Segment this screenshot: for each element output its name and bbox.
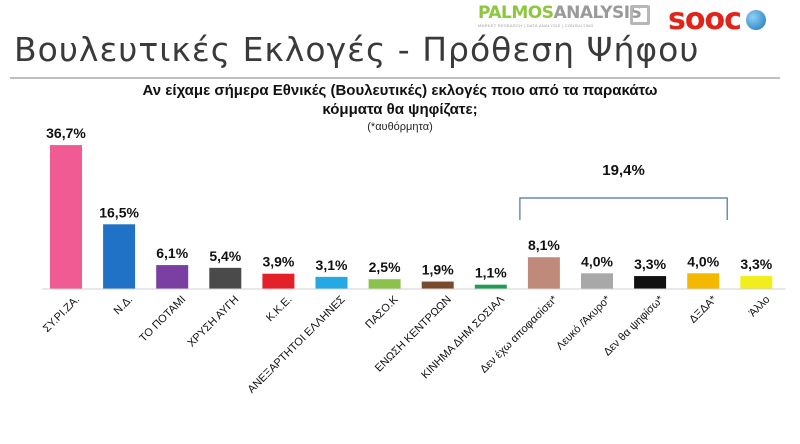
category-label-5: ΑΝΕΞΑΡΤΗΤΟΙ ΕΛΛΗΝΕΣ <box>246 294 348 396</box>
category-label-10: Λευκό /Άκυρο* <box>554 293 613 352</box>
bar-13 <box>740 276 773 289</box>
category-label-0: ΣΥ.ΡΙ.ΖΑ. <box>41 294 82 335</box>
palmos-logo-part1: PALMOS <box>478 3 554 23</box>
data-label-2: 6,1% <box>156 245 188 261</box>
data-label-3: 5,4% <box>209 248 241 264</box>
bar-6 <box>368 279 401 289</box>
palmos-logo-part2: ANALYSIS <box>553 3 642 23</box>
category-label-3: ΧΡΥΣΗ ΑΥΓΗ <box>186 294 242 350</box>
data-label-0: 36,7% <box>46 125 86 141</box>
sooc-logo: sooc <box>668 2 766 37</box>
question-line-1: Αν είχαμε σήμερα Εθνικές (Βουλευτικές) ε… <box>142 82 658 99</box>
question-line-2: κόμματα θα ψηφίζατε; <box>322 101 478 118</box>
category-label-2: ΤΟ ΠΟΤΑΜΙ <box>137 294 188 345</box>
category-label-13: Άλλο <box>747 294 773 320</box>
category-label-12: ΔΞΔΑ* <box>687 293 720 326</box>
data-label-1: 16,5% <box>99 204 139 220</box>
data-label-9: 8,1% <box>528 237 560 253</box>
data-label-11: 3,3% <box>634 256 666 272</box>
bar-12 <box>687 273 720 289</box>
category-label-6: ΠΑΣΟ.Κ <box>363 293 401 331</box>
data-label-12: 4,0% <box>687 253 719 269</box>
data-label-7: 1,9% <box>422 262 454 278</box>
sooc-logo-text: sooc <box>668 2 742 37</box>
page-title: Βουλευτικές Εκλογές - Πρόθεση Ψήφου <box>14 30 700 69</box>
palmos-logo-tagline: MARKET RESEARCH | DATA ANALYSIS | CONSUL… <box>478 23 594 28</box>
group-bracket <box>519 197 728 220</box>
data-label-6: 2,5% <box>369 259 401 275</box>
bar-8 <box>474 284 507 289</box>
category-label-1: Ν.Δ. <box>112 294 136 318</box>
bar-3 <box>209 267 242 289</box>
globe-icon <box>746 10 766 30</box>
question-note: (*αυθόρμητα) <box>367 121 433 133</box>
bar-7 <box>421 281 454 289</box>
group-total-label: 19,4% <box>602 162 645 179</box>
bar-9 <box>527 257 560 289</box>
title-divider <box>10 77 780 79</box>
bar-0 <box>50 145 82 289</box>
bar-5 <box>315 276 348 289</box>
data-label-10: 4,0% <box>581 253 613 269</box>
bar-1 <box>103 224 136 289</box>
bar-4 <box>262 273 295 289</box>
bar-11 <box>634 276 667 289</box>
category-label-4: Κ.Κ.Ε. <box>264 294 295 325</box>
bar-2 <box>156 265 189 289</box>
data-label-4: 3,9% <box>262 254 294 270</box>
data-label-13: 3,3% <box>740 256 772 272</box>
bar-10 <box>581 273 613 289</box>
palmos-analysis-logo: PALMOSANALYSIS MARKET RESEARCH | DATA AN… <box>478 3 650 39</box>
data-label-8: 1,1% <box>475 265 507 281</box>
data-label-5: 3,1% <box>316 257 348 273</box>
palmos-logo-box-icon <box>630 5 650 25</box>
